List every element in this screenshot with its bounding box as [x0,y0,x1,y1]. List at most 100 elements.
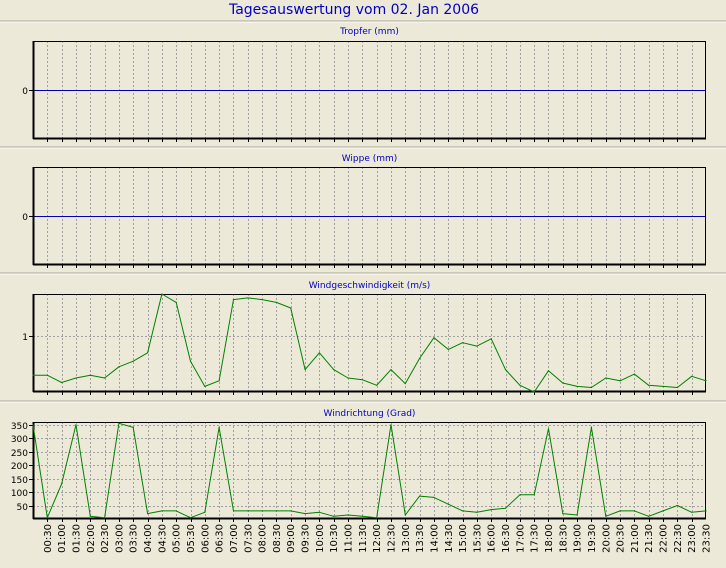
data-point [490,509,492,511]
x-tick-label: 14:30 [444,524,455,553]
data-point [204,385,206,387]
data-point [633,510,636,512]
data-point [118,366,120,368]
data-point [333,515,335,517]
series-line [32,422,707,519]
x-tick-label: 12:30 [387,524,398,553]
data-point [104,517,106,519]
data-point [132,360,134,362]
x-tick-label: 03:30 [129,524,140,553]
data-point [519,384,521,386]
x-tick-label: 13:30 [415,524,426,553]
data-point [46,374,48,376]
x-tick-label: 23:00 [687,524,698,553]
data-point [161,510,163,512]
data-point [404,514,406,516]
data-point [533,494,535,496]
data-point [433,337,435,339]
chart-panel: Wippe (mm) 0 [0,146,726,268]
x-tick-label: 15:30 [472,524,483,553]
x-tick-label: 00:30 [43,524,54,553]
x-tick-label: 17:00 [515,524,526,553]
data-point [648,515,650,517]
x-tick-label: 04:30 [157,524,168,553]
data-point [376,517,378,519]
data-point [247,510,249,512]
y-tick-label: 1 [22,333,28,343]
chart-title: Tropfer (mm) [339,27,399,37]
x-tick-label: 18:30 [558,524,569,553]
data-point [590,426,593,428]
x-tick-label: 09:00 [286,524,297,553]
data-point [361,515,363,517]
data-point [189,517,192,519]
data-point [419,495,421,497]
data-point [61,483,63,485]
x-tick-label: 21:30 [644,524,655,553]
data-point [275,510,277,512]
x-tick-label: 16:30 [501,524,512,553]
y-tick-label: 100 [11,489,28,499]
data-point [32,424,34,426]
chart-title: Windgeschwindigkeit (m/s) [309,281,431,291]
data-point [89,374,91,376]
data-point [433,496,435,498]
x-tick-label: 17:30 [530,524,541,553]
data-point [504,507,507,509]
data-point [376,384,378,386]
data-point [147,352,149,354]
data-point [576,514,578,516]
x-tick-label: 08:00 [258,524,269,553]
x-tick-label: 15:00 [458,524,469,553]
data-point [648,384,650,386]
data-point [476,345,478,347]
data-point [605,377,607,379]
data-point [275,301,277,303]
data-point [161,293,163,295]
x-tick-label: 19:30 [587,524,598,553]
data-point [204,511,206,513]
x-tick-label: 01:00 [57,524,68,553]
data-point [662,510,664,512]
x-tick-label: 23:30 [702,524,713,553]
chart-panel: Windgeschwindigkeit (m/s) 1 [0,272,726,395]
data-point [75,377,77,379]
chart-title: Wippe (mm) [342,154,398,164]
data-point [490,338,492,340]
data-point [175,510,177,512]
y-tick-label: 150 [11,476,28,486]
x-tick-label: 18:00 [544,524,555,553]
data-point [633,373,636,375]
y-tick-label: 350 [11,422,28,432]
data-point [533,391,535,393]
data-point [89,515,91,517]
x-tick-label: 11:30 [358,524,369,553]
data-point [447,503,449,505]
x-tick-label: 05:30 [186,524,197,553]
x-tick-label: 12:00 [372,524,383,553]
data-point [619,380,621,382]
data-point [419,357,421,359]
data-point [705,510,707,512]
data-point [476,511,478,513]
data-point [118,422,120,424]
x-tick-label: 03:00 [114,524,125,553]
x-tick-label: 05:00 [172,524,183,553]
data-point [562,513,564,515]
data-point [562,382,564,384]
data-point [304,369,306,371]
x-tick-label: 06:30 [215,524,226,553]
x-tick-label: 16:00 [487,524,498,553]
data-point [189,360,192,362]
data-point [218,380,220,382]
x-tick-label: 07:00 [229,524,240,553]
x-tick-label: 14:00 [429,524,440,553]
data-point [605,515,607,517]
x-tick-label: 19:00 [573,524,584,553]
data-point [290,510,292,512]
data-point [247,297,249,299]
data-point [504,369,507,371]
chart-title: Windrichtung (Grad) [324,409,416,419]
data-point [390,369,392,371]
